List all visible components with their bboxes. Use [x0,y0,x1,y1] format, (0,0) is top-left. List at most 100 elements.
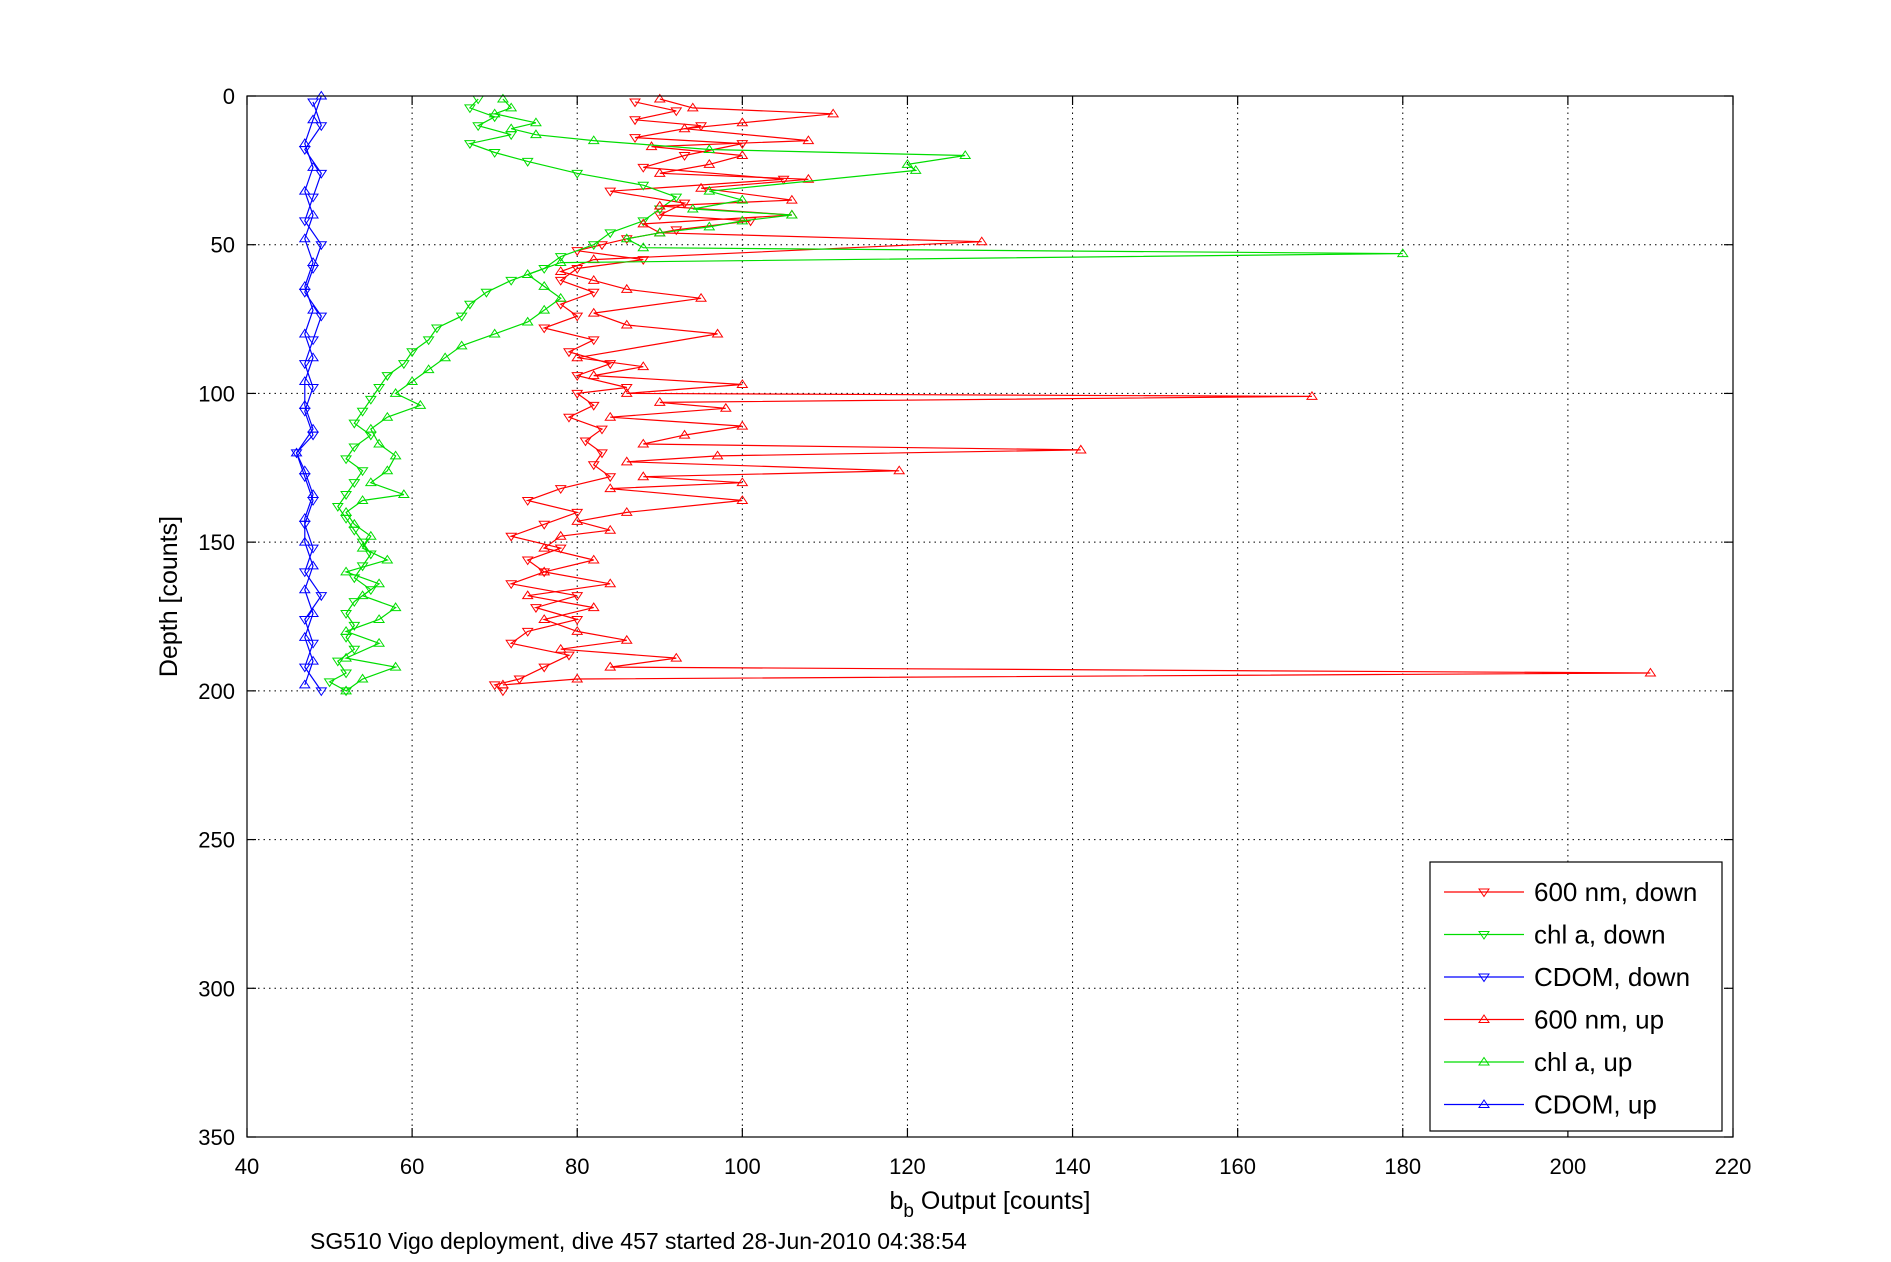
legend-entry: CDOM, down [1444,962,1690,992]
data-point [298,280,311,290]
data-point [521,157,534,167]
data-point [802,135,815,145]
data-point [315,592,328,602]
data-point [505,102,518,112]
data-point [298,631,311,641]
x-tick-label: 220 [1715,1154,1752,1179]
data-point [455,312,468,322]
data-point [637,471,650,481]
data-point [348,621,361,631]
series-layer [290,90,1657,697]
legend-entry: 600 nm, up [1444,1005,1664,1035]
data-point [307,544,319,554]
data-point [736,150,749,159]
data-point [298,615,311,625]
data-point [488,149,501,158]
data-point [670,652,683,662]
data-point [596,449,608,459]
data-point [364,530,377,540]
data-point [637,218,650,228]
data-point [298,568,311,578]
legend-swatch-marker [1478,973,1490,983]
data-point [364,550,377,560]
data-point [414,399,427,409]
data-point [381,554,394,564]
series-cdom-up [290,90,328,689]
data-point [422,336,435,346]
data-point [505,123,518,133]
data-point [298,465,311,475]
data-point [307,639,319,649]
data-point [298,233,311,243]
y-tick-label: 0 [223,84,235,109]
x-axis-label-main: b [890,1187,904,1215]
x-tick-label: 40 [235,1154,259,1179]
data-point [827,108,840,118]
data-point [1306,391,1318,400]
data-point [521,590,534,600]
x-axis-label: bb Output [counts] [890,1187,1091,1222]
data-point [695,182,707,192]
x-axis-label-rest: Output [counts] [914,1187,1091,1215]
x-tick-label: 60 [400,1154,424,1179]
y-tick-label: 100 [198,381,235,406]
data-point [587,275,600,284]
data-point [307,352,319,362]
data-point [373,637,386,647]
y-tick-label: 300 [198,976,235,1001]
data-point [538,614,551,623]
data-point [389,388,402,397]
legend-entry: chl a, up [1444,1047,1632,1077]
data-point [307,114,319,124]
data-point [530,117,542,127]
x-tick-labels: 40 60 80 100 120 140 160 180 200 220 [235,1154,1752,1179]
data-point [736,379,749,389]
data-point [678,123,691,133]
data-point [439,352,452,362]
x-tick-label: 120 [889,1154,926,1179]
data-point [604,229,617,239]
data-point [604,360,617,370]
data-point [620,388,633,397]
data-point [307,161,319,171]
data-point [736,477,749,487]
data-point [670,193,683,203]
data-point [678,429,691,439]
data-point [538,280,551,290]
data-point [430,324,443,334]
y-tick-label: 150 [198,530,235,555]
data-point [538,304,551,314]
data-point [893,465,906,475]
data-point [538,566,551,576]
data-point [307,383,319,393]
data-point [381,465,394,475]
data-point [488,108,501,118]
data-point [307,655,319,665]
data-point [348,645,361,655]
data-point [571,169,584,179]
data-point [340,566,353,576]
y-tick-label: 350 [198,1125,235,1150]
data-point [554,530,567,540]
data-point [703,185,716,195]
legend: 600 nm, down chl a, down CDOM, down 600 nm,… [1429,861,1723,1132]
data-point [587,135,600,145]
data-point [620,283,633,293]
data-point [538,324,551,334]
data-point [587,602,600,612]
data-point [298,185,311,195]
data-point [340,652,353,662]
series-line [502,98,1651,686]
data-point [637,242,650,252]
data-point [703,159,716,168]
series-line [295,101,323,692]
data-point [587,336,600,346]
y-tick-labels: 0 50 100 150 200 250 300 350 [198,84,235,1150]
x-tick-label: 80 [565,1154,589,1179]
data-point [348,518,361,528]
data-point [554,292,567,302]
data-point [340,687,353,697]
data-point [571,515,584,525]
data-point [637,256,650,265]
data-point [554,266,567,275]
